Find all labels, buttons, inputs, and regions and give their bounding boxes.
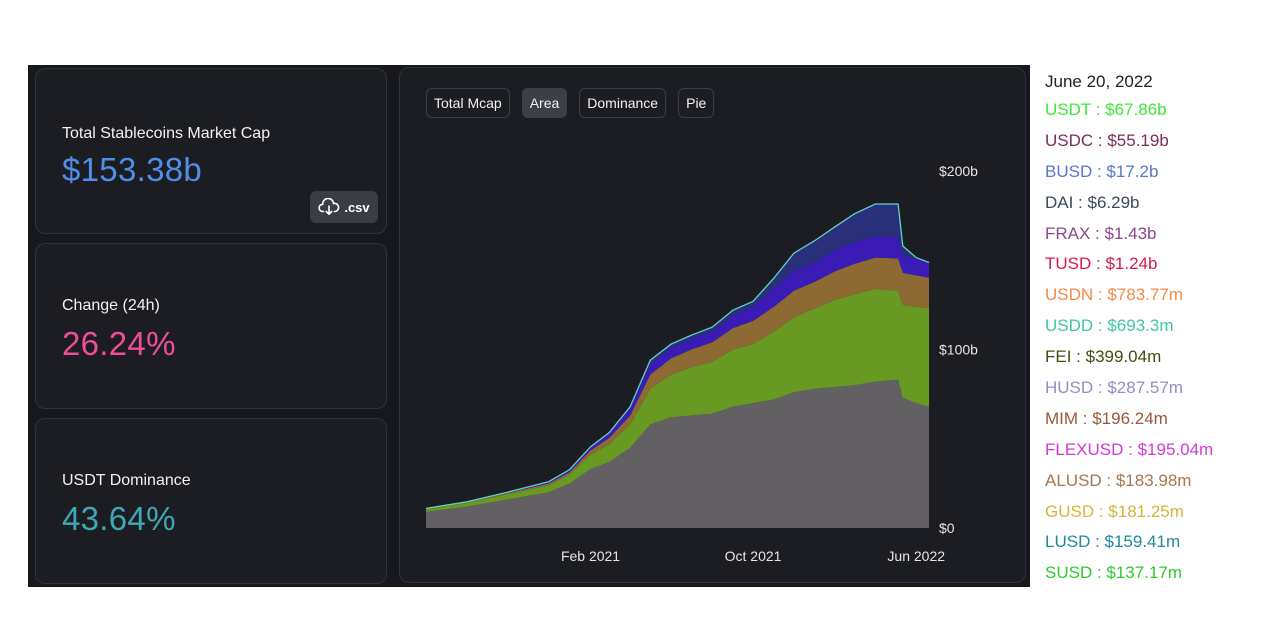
csv-download-button[interactable]: .csv <box>310 191 378 223</box>
legend-item: ALUSD : $183.98m <box>1045 470 1192 490</box>
change-24h-card: Change (24h) 26.24% <box>35 243 387 409</box>
legend-items: USDT : $67.86b USDC : $55.19b BUSD : $17.2… <box>1045 95 1213 589</box>
area-series-busd <box>426 257 929 510</box>
legend-item: DAI : $6.29b <box>1045 192 1140 212</box>
legend-item: LUSD : $159.41m <box>1045 532 1181 552</box>
tab-area[interactable]: Area <box>521 88 568 118</box>
market-cap-value: $153.38b <box>62 151 203 188</box>
tab-total-mcap[interactable]: Total Mcap <box>426 88 510 118</box>
legend-item: HUSD : $287.57m <box>1045 378 1183 398</box>
legend-item: GUSD : $181.25m <box>1045 501 1184 521</box>
area-series-usdt <box>426 379 929 528</box>
legend-item: USDT : $67.86b <box>1045 100 1167 119</box>
legend-item: FEI : $399.04m <box>1045 347 1162 367</box>
market-cap-card: Total Stablecoins Market Cap $153.38b .c… <box>35 68 387 234</box>
tab-pie[interactable]: Pie <box>678 88 715 118</box>
x-tick-label: Oct 2021 <box>725 548 782 564</box>
legend-item: USDD : $693.3m <box>1045 316 1174 336</box>
y-tick-label: $100b <box>939 342 978 358</box>
total-outline-line <box>425 203 930 510</box>
dashboard: Total Stablecoins Market Cap $153.38b .c… <box>28 65 1030 587</box>
csv-button-label: .csv <box>344 199 370 215</box>
legend-item: USDC : $55.19b <box>1045 130 1169 150</box>
area-series-ust <box>426 204 929 509</box>
legend-item: BUSD : $17.2b <box>1045 161 1159 181</box>
market-cap-label: Total Stablecoins Market Cap <box>62 125 271 142</box>
y-tick-label: $0 <box>939 520 955 536</box>
change-24h-value: 26.24% <box>62 325 176 362</box>
legend-item: USDN : $783.77m <box>1045 285 1183 305</box>
legend-item: TUSD : $1.24b <box>1045 254 1158 274</box>
stacked-area-chart: $0 $100b $200b Feb 2021 Oct 2021 Jun 2022 <box>425 163 978 564</box>
x-tick-label: Jun 2022 <box>887 548 945 564</box>
legend-item: FRAX : $1.43b <box>1045 223 1157 243</box>
chart-panel: Total Mcap Area Dominance Pie $0 $100b $20… <box>399 67 1026 583</box>
legend-item: FLEXUSD : $195.04m <box>1045 439 1214 459</box>
legend-item: MIM : $196.24m <box>1045 408 1168 428</box>
tab-dominance[interactable]: Dominance <box>579 88 667 118</box>
legend-item: SUSD : $137.17m <box>1045 563 1183 583</box>
x-tick-label: Feb 2021 <box>561 548 620 564</box>
usdt-dominance-value: 43.64% <box>62 500 176 537</box>
y-tick-label: $200b <box>939 163 978 179</box>
cloud-download-icon <box>318 198 340 216</box>
change-24h-label: Change (24h) <box>62 297 160 314</box>
usdt-dominance-label: USDT Dominance <box>62 472 191 489</box>
legend-date: June 20, 2022 <box>1045 72 1153 91</box>
chart-legend: June 20, 2022 USDT : $67.86b USDC : $55.1… <box>1045 71 1213 589</box>
chart-type-tabs: Total Mcap Area Dominance Pie <box>426 88 715 118</box>
area-series-usdc <box>426 288 929 512</box>
usdt-dominance-card: USDT Dominance 43.64% <box>35 418 387 584</box>
